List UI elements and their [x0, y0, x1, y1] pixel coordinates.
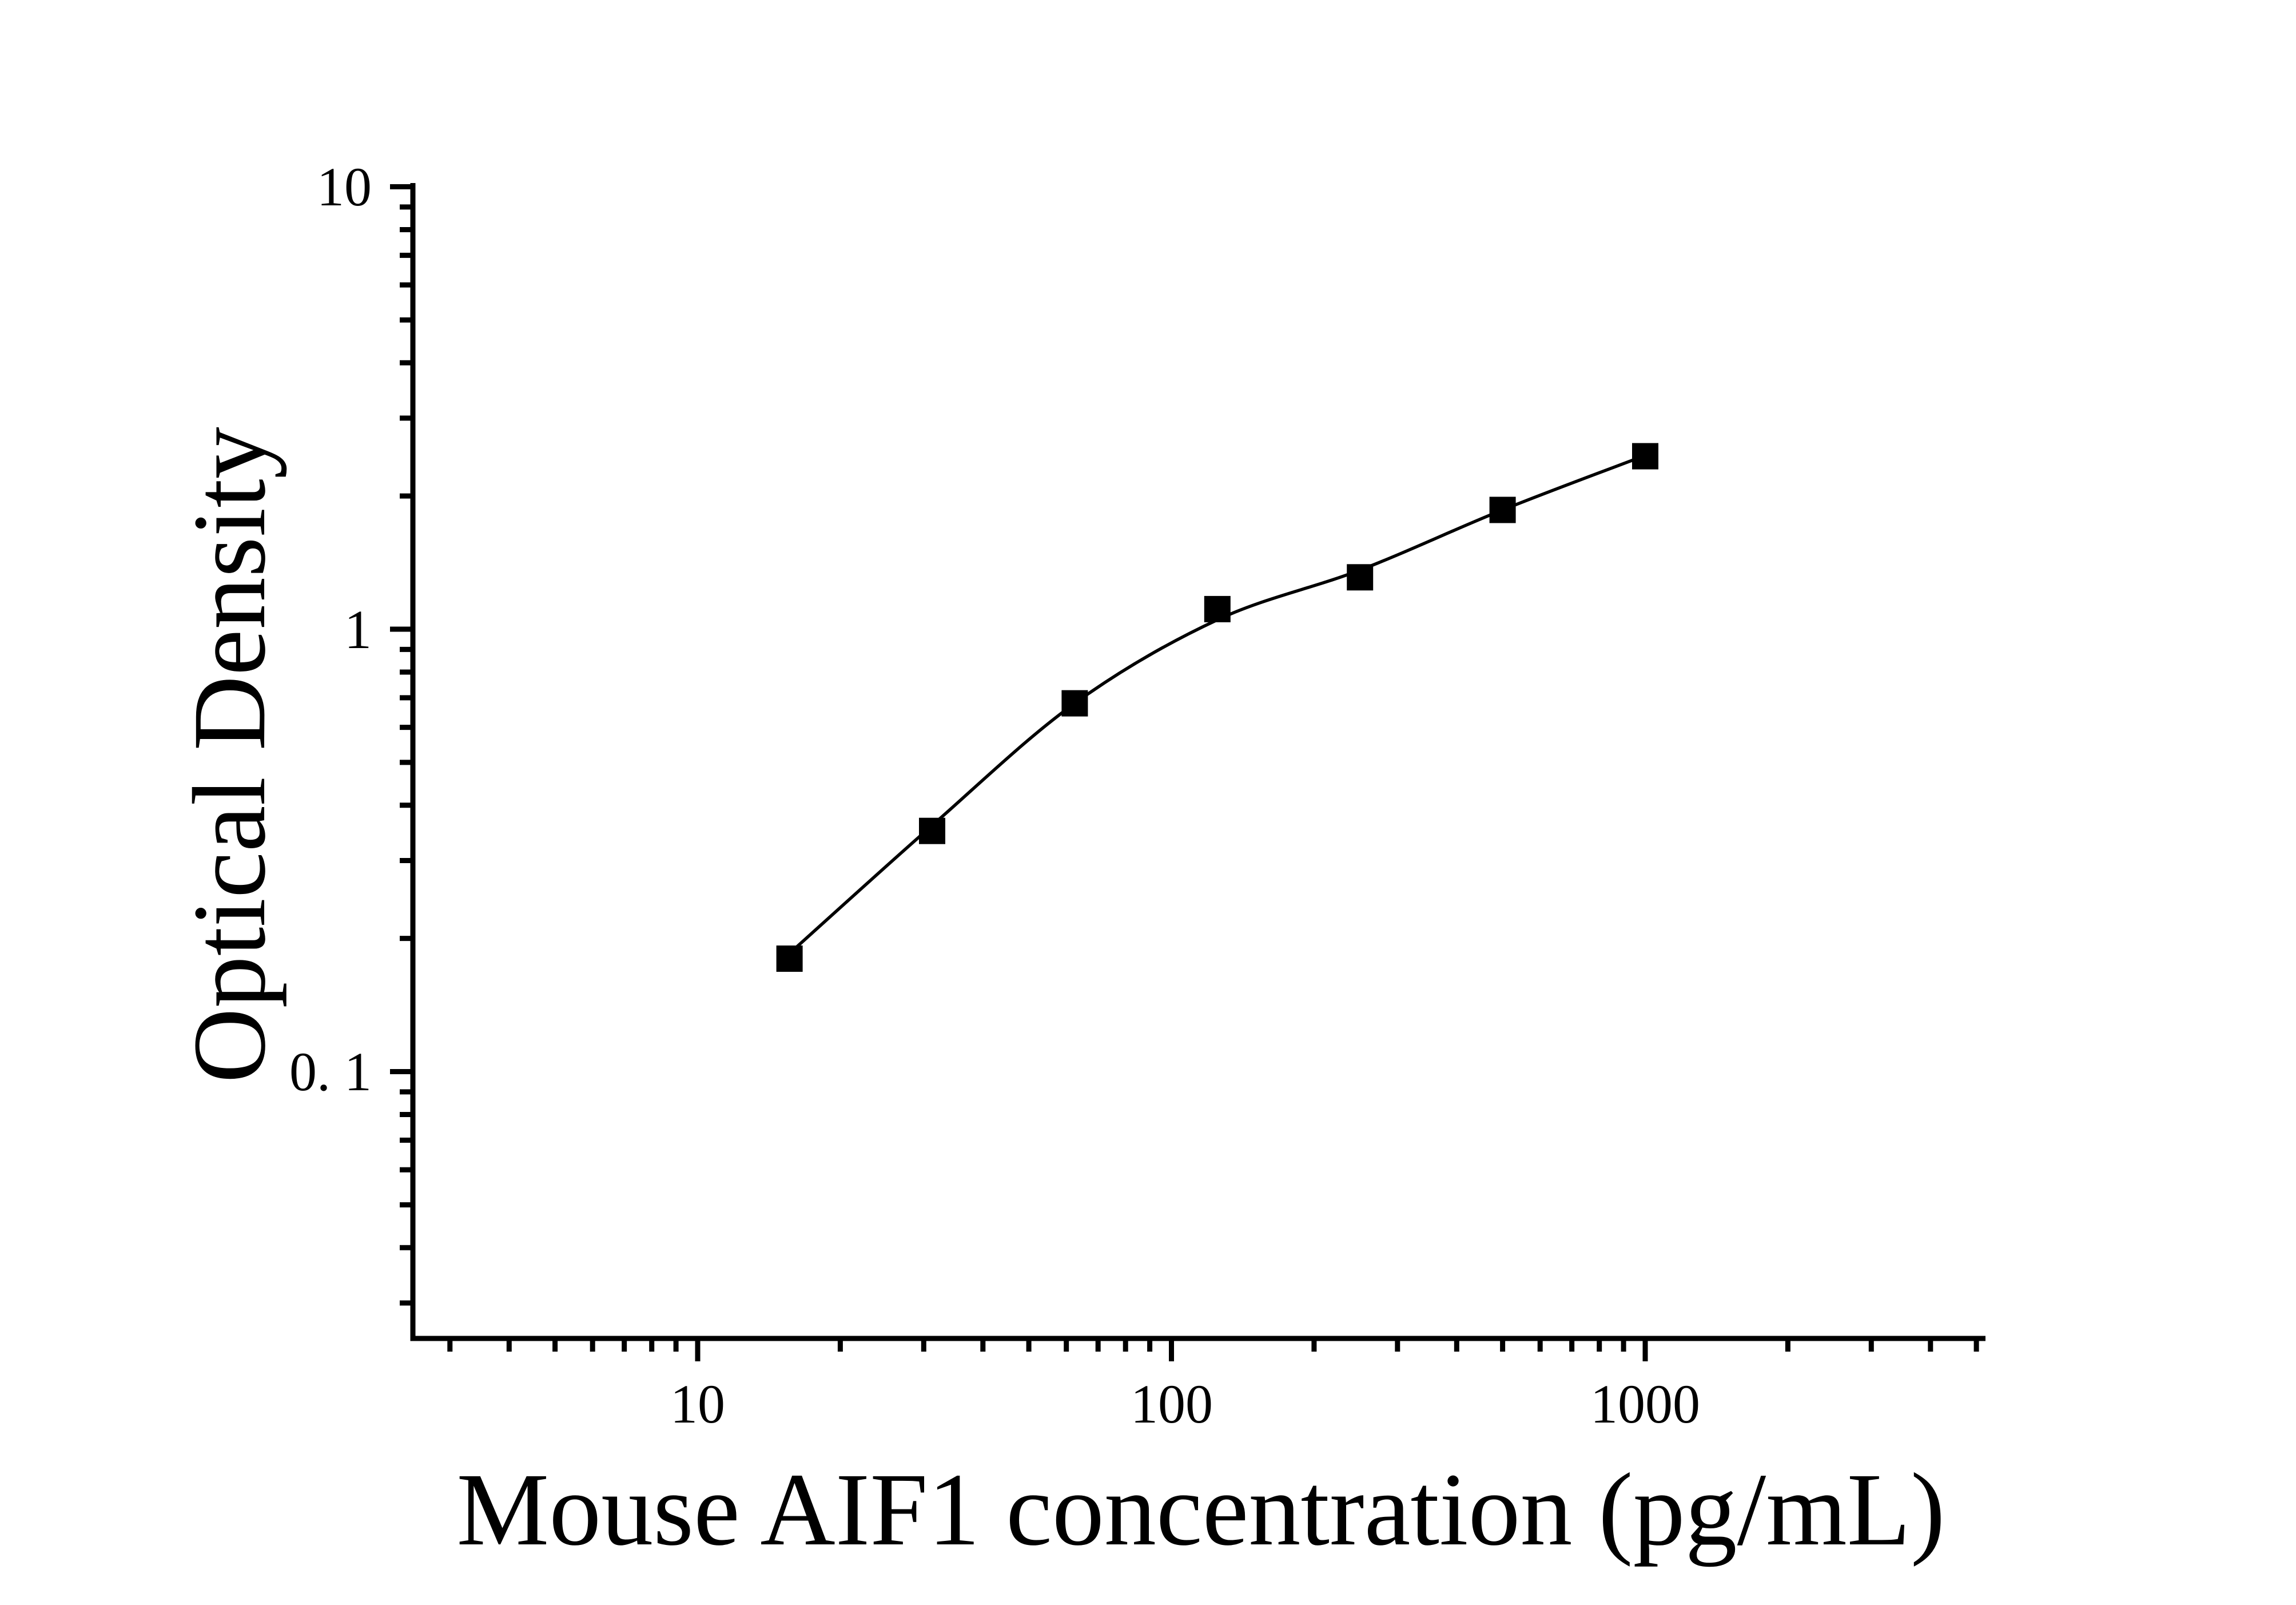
- x-tick-label-1000: 1000: [1590, 1373, 1700, 1435]
- data-point-marker: [1204, 595, 1231, 622]
- data-point-marker: [1347, 564, 1374, 591]
- axis-ticks: [390, 184, 1979, 1361]
- plot-series: [776, 443, 1658, 972]
- data-point-marker: [1061, 690, 1088, 717]
- fit-curve-line: [788, 454, 1646, 955]
- data-point-marker: [1489, 496, 1516, 523]
- y-tick-label-10: 10: [317, 156, 372, 217]
- data-point-marker: [776, 945, 803, 972]
- y-axis-title: Optical Density: [172, 427, 287, 1083]
- x-tick-label-10: 10: [670, 1373, 725, 1435]
- y-tick-label-0-1: 0. 1: [289, 1041, 372, 1102]
- y-tick-label-1: 1: [344, 599, 372, 660]
- data-point-marker: [919, 817, 945, 844]
- x-tick-label-100: 100: [1131, 1373, 1213, 1435]
- data-point-marker: [1632, 443, 1658, 470]
- x-axis-title: Mouse AIF1 concentration (pg/mL): [456, 1452, 1945, 1567]
